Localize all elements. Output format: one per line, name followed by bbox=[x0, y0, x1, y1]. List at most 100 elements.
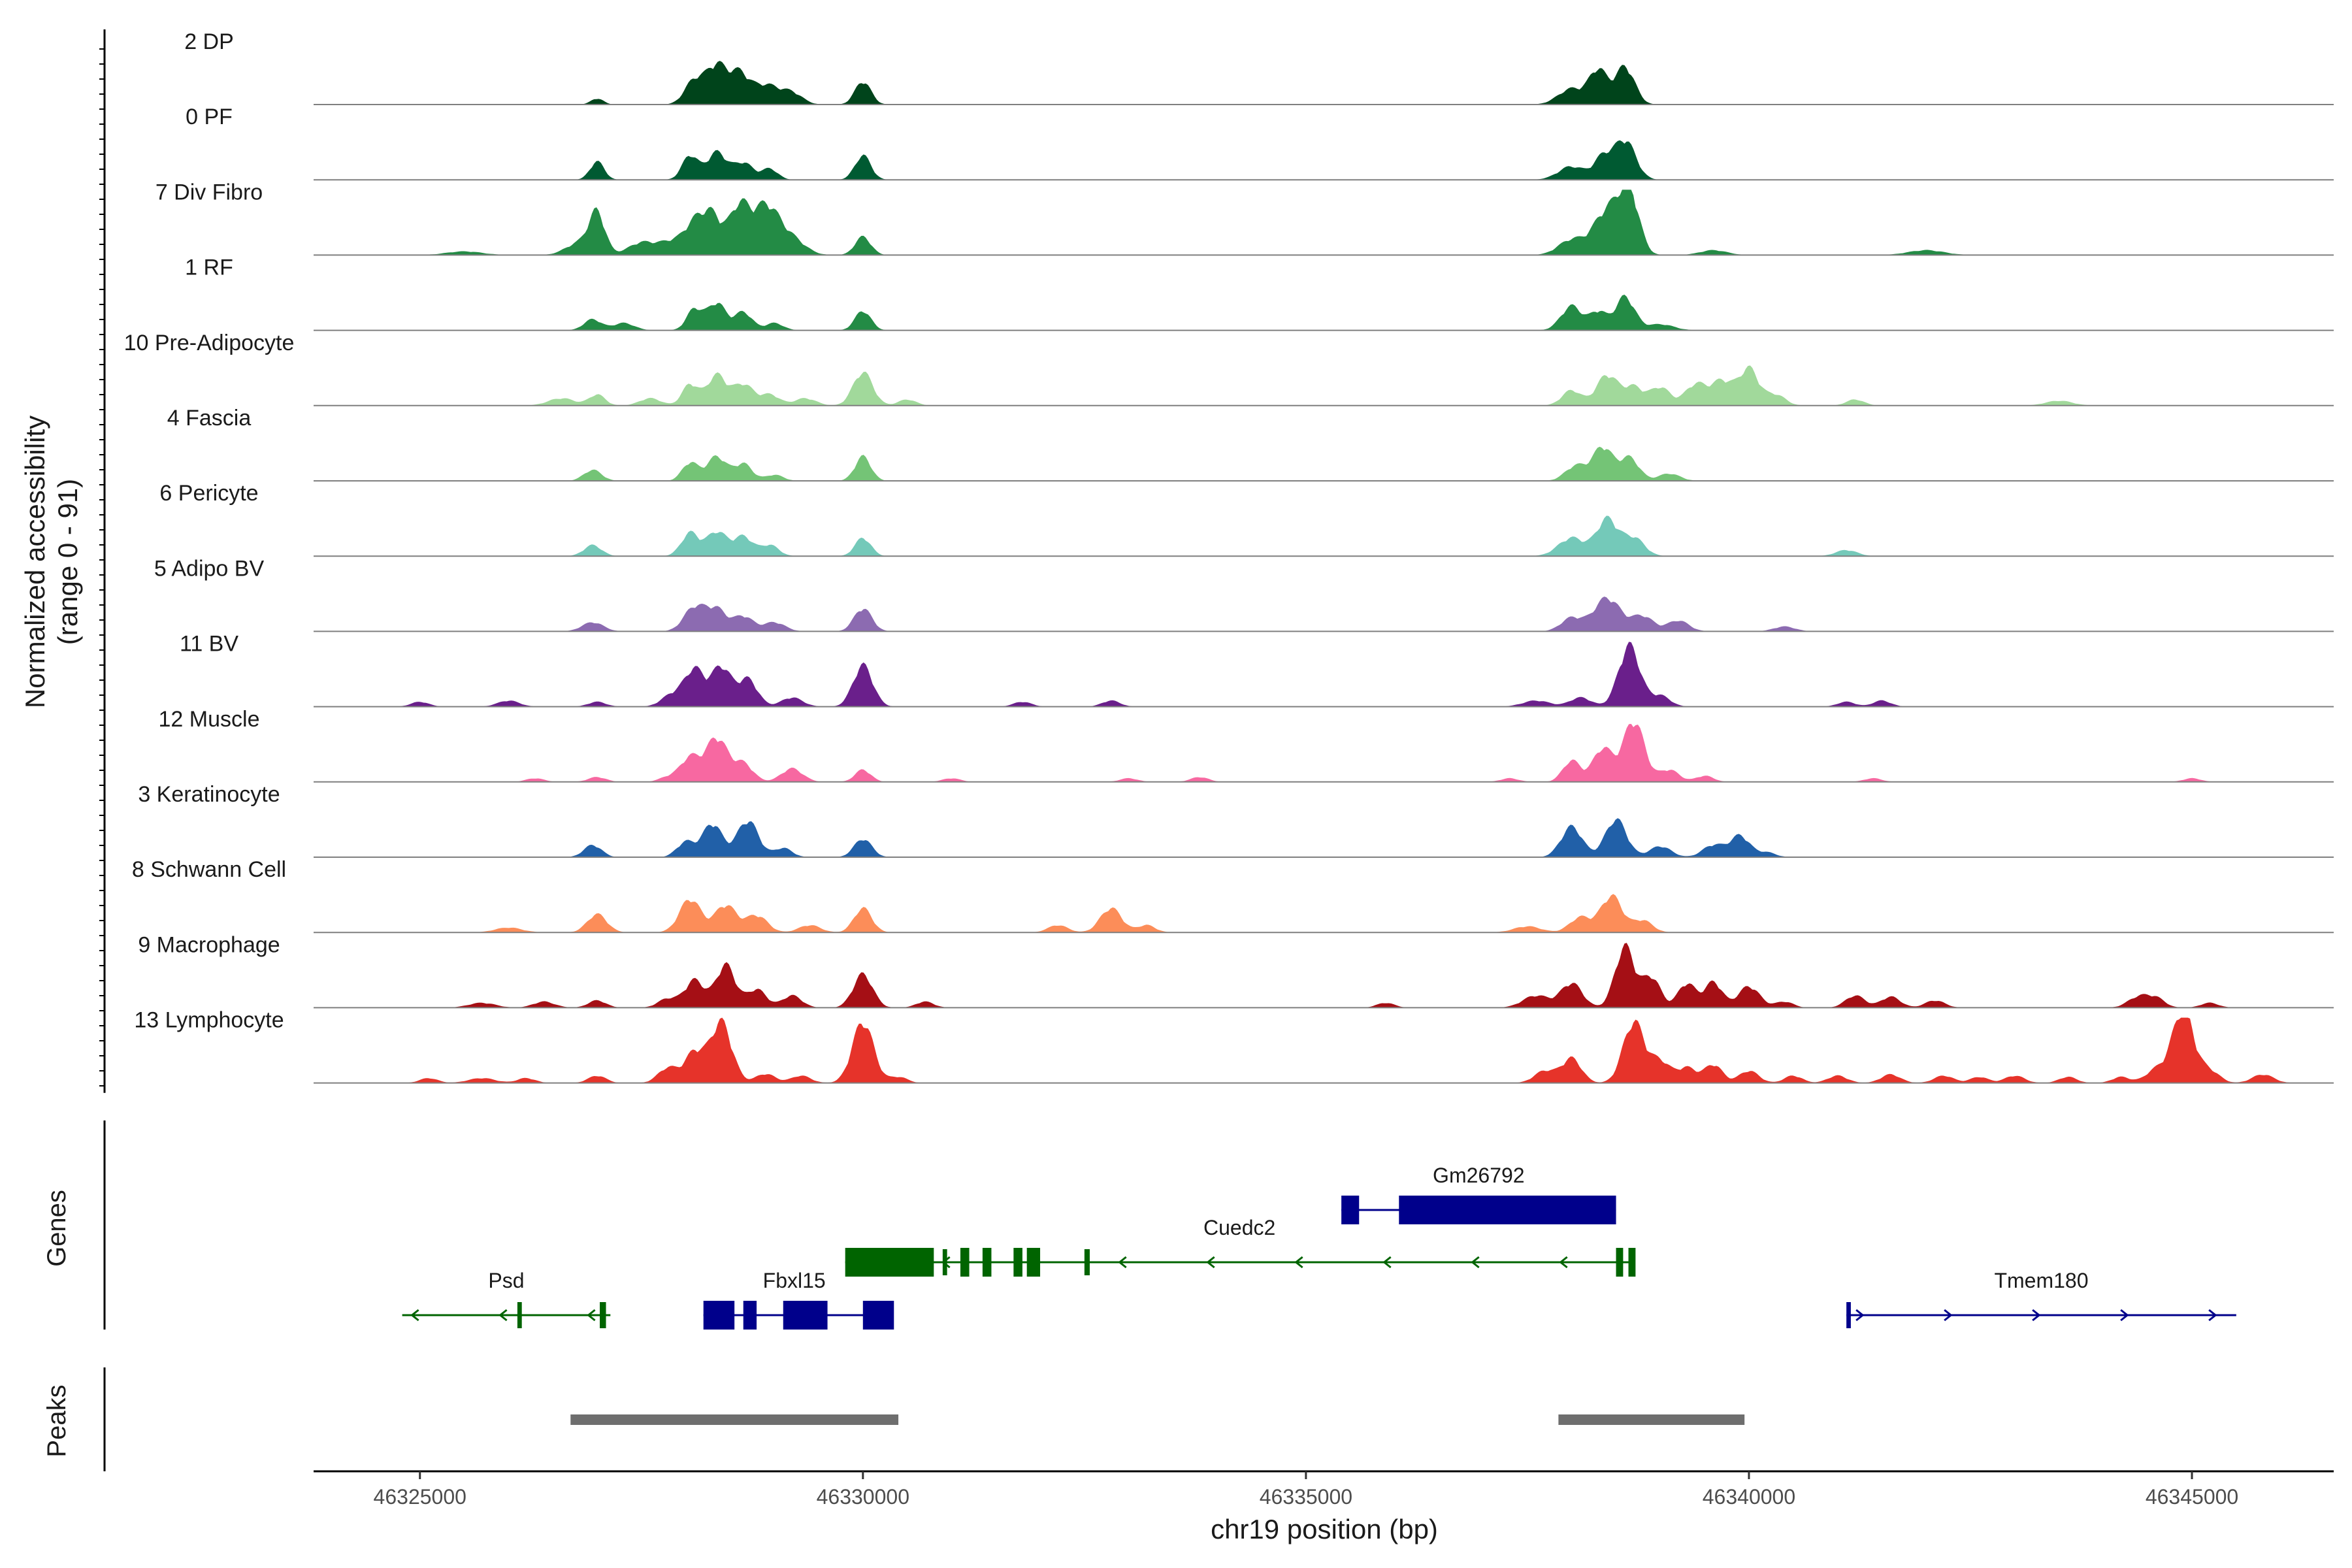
coverage-area bbox=[314, 724, 2334, 782]
coverage-tracks: 2 DP 0 PF 7 Div Fibro 1 RF 10 Pre-Adipocyte 4… bbox=[124, 29, 2334, 1084]
gene-track: Psd Fbxl15 Cuedc2 Gm26792 Tmem180 bbox=[103, 1120, 2236, 1330]
peak-track bbox=[103, 1367, 1745, 1471]
x-axis-tick-label: 46340000 bbox=[1703, 1485, 1795, 1509]
x-axis-title: chr19 position (bp) bbox=[1211, 1514, 1438, 1544]
coverage-track: 5 Adipo BV bbox=[154, 556, 2334, 632]
x-axis: 46325000 46330000 46335000 46340000 46345000 bbox=[314, 1470, 2334, 1509]
y-axis-title-line2: (range 0 - 91) bbox=[52, 479, 83, 645]
coverage-area bbox=[314, 515, 2334, 557]
track-label: 9 Macrophage bbox=[138, 932, 280, 957]
gene-exon bbox=[1341, 1196, 1360, 1224]
coverage-track: 9 Macrophage bbox=[138, 932, 2334, 1009]
gene-model: Gm26792 bbox=[1341, 1164, 1616, 1224]
gene-label: Gm26792 bbox=[1433, 1164, 1525, 1187]
gene-label: Tmem180 bbox=[1994, 1269, 2088, 1292]
x-axis-tick-label: 46330000 bbox=[817, 1485, 909, 1509]
coverage-area bbox=[314, 61, 2334, 105]
track-label: 6 Pericyte bbox=[159, 481, 258, 506]
gene-exon bbox=[743, 1301, 757, 1330]
coverage-area bbox=[314, 295, 2334, 331]
gene-exon bbox=[783, 1301, 828, 1330]
gene-exon bbox=[960, 1248, 970, 1277]
gene-exon bbox=[1013, 1248, 1022, 1277]
gene-exon bbox=[703, 1301, 735, 1330]
track-label: 12 Muscle bbox=[159, 707, 260, 732]
strand-chevron-icon bbox=[1471, 1256, 1480, 1269]
coverage-area bbox=[314, 642, 2334, 707]
coverage-area bbox=[314, 943, 2334, 1008]
track-label: 2 DP bbox=[184, 29, 234, 54]
x-axis-tick-label: 46335000 bbox=[1260, 1485, 1352, 1509]
track-label: 4 Fascia bbox=[167, 406, 252, 431]
gene-exon bbox=[517, 1302, 522, 1328]
coverage-area bbox=[314, 1017, 2334, 1083]
track-label: 0 PF bbox=[186, 105, 233, 129]
track-label: 1 RF bbox=[185, 255, 233, 280]
gene-exon bbox=[1084, 1249, 1090, 1275]
strand-chevron-icon bbox=[1559, 1256, 1568, 1269]
coverage-track: 0 PF bbox=[186, 105, 2334, 181]
x-axis-tick-label: 46345000 bbox=[2146, 1485, 2238, 1509]
track-label: 10 Pre-Adipocyte bbox=[124, 331, 295, 355]
strand-chevron-icon bbox=[498, 1309, 508, 1322]
strand-chevron-icon bbox=[410, 1309, 419, 1322]
gene-exon bbox=[600, 1302, 606, 1328]
gene-exon bbox=[862, 1301, 894, 1330]
gene-exon bbox=[1846, 1302, 1851, 1328]
gene-exon bbox=[845, 1248, 934, 1277]
coverage-track: 13 Lymphocyte bbox=[134, 1008, 2334, 1084]
gene-model: Psd bbox=[402, 1269, 611, 1328]
genes-panel-title: Genes bbox=[42, 1190, 71, 1267]
gene-exon bbox=[1616, 1248, 1624, 1277]
gene-model: Tmem180 bbox=[1846, 1269, 2236, 1328]
strand-chevron-icon bbox=[1206, 1256, 1215, 1269]
track-label: 7 Div Fibro bbox=[155, 180, 263, 204]
strand-chevron-icon bbox=[1294, 1256, 1303, 1269]
strand-chevron-icon bbox=[1118, 1256, 1127, 1269]
coverage-area bbox=[314, 365, 2334, 406]
gene-exon bbox=[942, 1249, 947, 1275]
coverage-track: 4 Fascia bbox=[167, 406, 2334, 482]
gene-model: Cuedc2 bbox=[845, 1216, 1636, 1277]
coverage-track: 8 Schwann Cell bbox=[132, 857, 2334, 934]
x-axis-tick-label: 46325000 bbox=[374, 1485, 466, 1509]
coverage-track: 12 Muscle bbox=[159, 707, 2334, 783]
coverage-area bbox=[314, 140, 2334, 180]
accessibility-axis bbox=[99, 29, 106, 1093]
track-label: 8 Schwann Cell bbox=[132, 857, 286, 882]
strand-chevron-icon bbox=[587, 1309, 596, 1322]
coverage-area bbox=[314, 894, 2334, 933]
y-axis-title-line1: Normalized accessibility bbox=[20, 416, 50, 708]
peaks-panel-title: Peaks bbox=[42, 1384, 71, 1457]
strand-chevron-icon bbox=[1944, 1309, 1953, 1322]
track-label: 3 Keratinocyte bbox=[138, 782, 280, 807]
gene-exon bbox=[1399, 1196, 1616, 1224]
coverage-area bbox=[314, 818, 2334, 857]
gene-exon bbox=[982, 1248, 992, 1277]
track-label: 5 Adipo BV bbox=[154, 556, 265, 581]
strand-chevron-icon bbox=[1382, 1256, 1392, 1269]
coverage-track: 2 DP bbox=[184, 29, 2334, 105]
coverage-area bbox=[314, 189, 2334, 255]
strand-chevron-icon bbox=[1855, 1309, 1865, 1322]
strand-chevron-icon bbox=[2208, 1309, 2217, 1322]
coverage-track: 3 Keratinocyte bbox=[138, 782, 2334, 858]
gene-label: Psd bbox=[488, 1269, 524, 1292]
gene-exon bbox=[1628, 1248, 1636, 1277]
gene-model: Fbxl15 bbox=[703, 1269, 894, 1330]
coverage-track: 11 BV bbox=[180, 632, 2334, 708]
coverage-track: 10 Pre-Adipocyte bbox=[124, 331, 2334, 406]
track-label: 11 BV bbox=[180, 632, 238, 657]
coverage-area bbox=[314, 446, 2334, 481]
strand-chevron-icon bbox=[2032, 1309, 2041, 1322]
strand-chevron-icon bbox=[2120, 1309, 2129, 1322]
coverage-area bbox=[314, 596, 2334, 632]
peak-region-bar bbox=[1558, 1414, 1745, 1425]
coverage-track: 7 Div Fibro bbox=[155, 180, 2334, 256]
gene-label: Cuedc2 bbox=[1203, 1216, 1275, 1239]
track-label: 13 Lymphocyte bbox=[134, 1008, 284, 1033]
coverage-track: 6 Pericyte bbox=[159, 481, 2334, 557]
gene-label: Fbxl15 bbox=[763, 1269, 826, 1292]
